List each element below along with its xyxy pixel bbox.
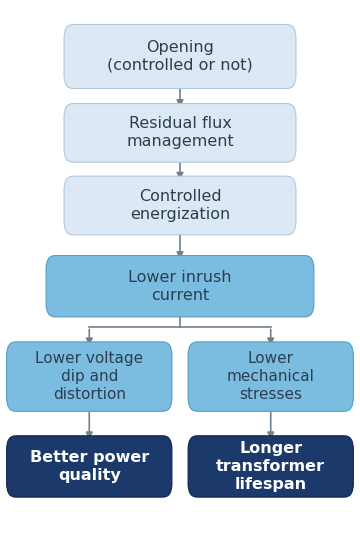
Text: Lower
mechanical
stresses: Lower mechanical stresses (227, 351, 315, 402)
FancyBboxPatch shape (64, 25, 296, 88)
FancyBboxPatch shape (188, 436, 354, 497)
FancyBboxPatch shape (188, 342, 354, 411)
Text: Lower voltage
dip and
distortion: Lower voltage dip and distortion (35, 351, 143, 402)
Text: Opening
(controlled or not): Opening (controlled or not) (107, 40, 253, 73)
FancyBboxPatch shape (46, 256, 314, 317)
FancyBboxPatch shape (6, 342, 172, 411)
Text: Better power
quality: Better power quality (30, 450, 149, 483)
Text: Lower inrush
current: Lower inrush current (128, 270, 232, 303)
FancyBboxPatch shape (6, 436, 172, 497)
FancyBboxPatch shape (64, 176, 296, 235)
Text: Residual flux
management: Residual flux management (126, 116, 234, 150)
FancyBboxPatch shape (64, 103, 296, 162)
Text: Longer
transformer
lifespan: Longer transformer lifespan (216, 441, 325, 492)
Text: Controlled
energization: Controlled energization (130, 189, 230, 222)
